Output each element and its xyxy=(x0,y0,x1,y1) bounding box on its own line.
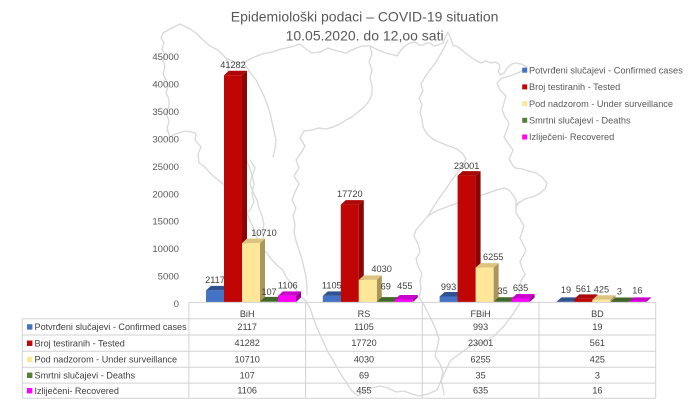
svg-text:4030: 4030 xyxy=(354,354,374,364)
svg-text:10000: 10000 xyxy=(152,244,179,255)
svg-text:10710: 10710 xyxy=(235,354,260,364)
svg-text:17720: 17720 xyxy=(337,189,363,199)
svg-text:23001: 23001 xyxy=(454,161,480,171)
svg-text:23001: 23001 xyxy=(468,338,493,348)
svg-text:4030: 4030 xyxy=(371,264,391,274)
svg-text:5000: 5000 xyxy=(158,272,179,283)
svg-text:69: 69 xyxy=(381,282,391,292)
svg-text:1105: 1105 xyxy=(354,322,374,332)
svg-text:107: 107 xyxy=(240,370,255,380)
svg-text:BD: BD xyxy=(591,309,604,319)
svg-text:455: 455 xyxy=(397,281,412,291)
svg-text:45000: 45000 xyxy=(152,52,179,63)
svg-text:30000: 30000 xyxy=(152,134,179,145)
svg-text:3: 3 xyxy=(617,286,622,296)
svg-text:993: 993 xyxy=(473,322,488,332)
svg-text:FBiH: FBiH xyxy=(470,309,490,319)
svg-text:Pod nadzorom - Under surveilla: Pod nadzorom - Under surveillance xyxy=(35,355,178,365)
svg-text:Izliječeni- Recovered: Izliječeni- Recovered xyxy=(529,132,614,142)
svg-text:Izliječeni- Recovered: Izliječeni- Recovered xyxy=(35,386,119,396)
svg-text:Potvrđeni slučajevi - Confirme: Potvrđeni slučajevi - Confirmed cases xyxy=(529,65,683,75)
svg-text:0: 0 xyxy=(174,299,179,310)
svg-text:Smrtni slučajevi - Deaths: Smrtni slučajevi - Deaths xyxy=(529,116,631,126)
svg-text:107: 107 xyxy=(261,287,276,297)
svg-text:19: 19 xyxy=(592,322,602,332)
svg-text:35000: 35000 xyxy=(152,107,179,118)
svg-text:19: 19 xyxy=(561,285,571,295)
svg-text:1105: 1105 xyxy=(322,281,342,291)
svg-text:BiH: BiH xyxy=(240,309,255,319)
svg-text:561: 561 xyxy=(590,338,605,348)
svg-text:425: 425 xyxy=(590,354,605,364)
svg-text:35: 35 xyxy=(476,370,486,380)
svg-text:635: 635 xyxy=(513,283,528,293)
svg-text:561: 561 xyxy=(576,284,591,294)
svg-text:10710: 10710 xyxy=(251,228,277,238)
svg-text:Potvrđeni slučajevi - Confirme: Potvrđeni slučajevi - Confirmed cases xyxy=(35,322,188,332)
svg-text:41282: 41282 xyxy=(220,60,246,70)
svg-text:17720: 17720 xyxy=(351,338,376,348)
svg-text:1106: 1106 xyxy=(237,386,257,396)
svg-text:10.05.2020. do 12,oo sati: 10.05.2020. do 12,oo sati xyxy=(286,27,444,43)
svg-text:635: 635 xyxy=(473,386,488,396)
svg-text:2117: 2117 xyxy=(205,275,225,285)
svg-text:Broj testiranih - Tested: Broj testiranih - Tested xyxy=(529,82,620,92)
svg-text:25000: 25000 xyxy=(152,162,179,173)
svg-text:6255: 6255 xyxy=(483,252,503,262)
svg-text:1106: 1106 xyxy=(278,281,298,291)
svg-text:Epidemiološki podaci – COVID-1: Epidemiološki podaci – COVID-19 situatio… xyxy=(231,9,499,25)
svg-text:69: 69 xyxy=(359,370,369,380)
svg-text:Broj testiranih - Tested: Broj testiranih - Tested xyxy=(35,338,125,348)
svg-text:Smrtni slučajevi - Deaths: Smrtni slučajevi - Deaths xyxy=(35,370,136,380)
svg-text:Pod nadzorom - Under surveilla: Pod nadzorom - Under surveillance xyxy=(529,99,673,109)
svg-text:16: 16 xyxy=(592,386,602,396)
svg-text:2117: 2117 xyxy=(237,322,257,332)
svg-text:3: 3 xyxy=(595,370,600,380)
svg-text:993: 993 xyxy=(441,282,456,292)
svg-text:20000: 20000 xyxy=(152,189,179,200)
svg-text:455: 455 xyxy=(356,386,371,396)
svg-text:6255: 6255 xyxy=(470,354,490,364)
svg-text:425: 425 xyxy=(594,285,609,295)
svg-text:16: 16 xyxy=(632,285,642,295)
svg-text:40000: 40000 xyxy=(152,79,179,90)
svg-text:RS: RS xyxy=(358,309,371,319)
svg-text:41282: 41282 xyxy=(235,338,260,348)
svg-text:35: 35 xyxy=(497,286,507,296)
svg-text:15000: 15000 xyxy=(152,217,179,228)
